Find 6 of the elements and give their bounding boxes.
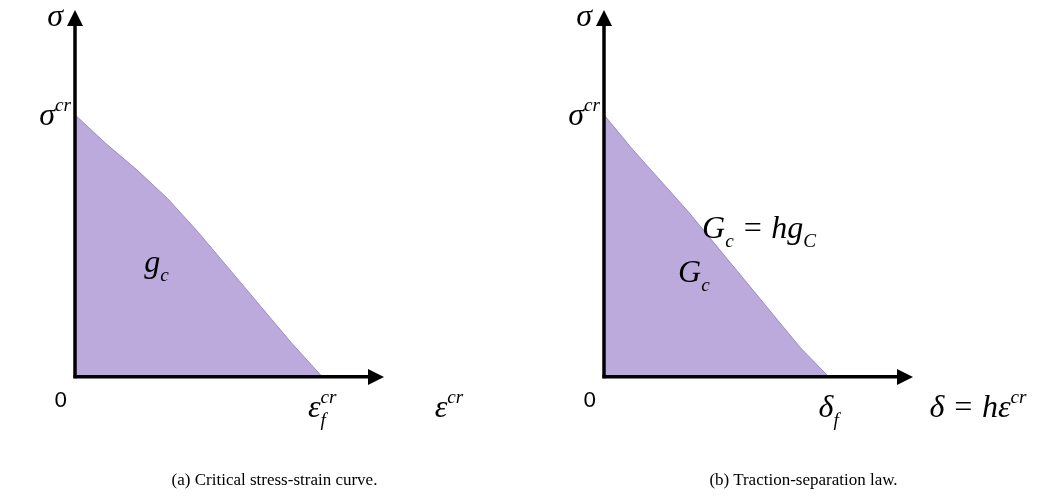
text: (a) Critical stress-strain curve. [171,470,378,489]
text: 0 [583,386,596,412]
y-axis-title: σ [576,0,594,33]
text: (b) Traction-separation law. [709,470,898,489]
y-axis-title: σ [47,0,65,33]
text: 0 [54,386,67,412]
